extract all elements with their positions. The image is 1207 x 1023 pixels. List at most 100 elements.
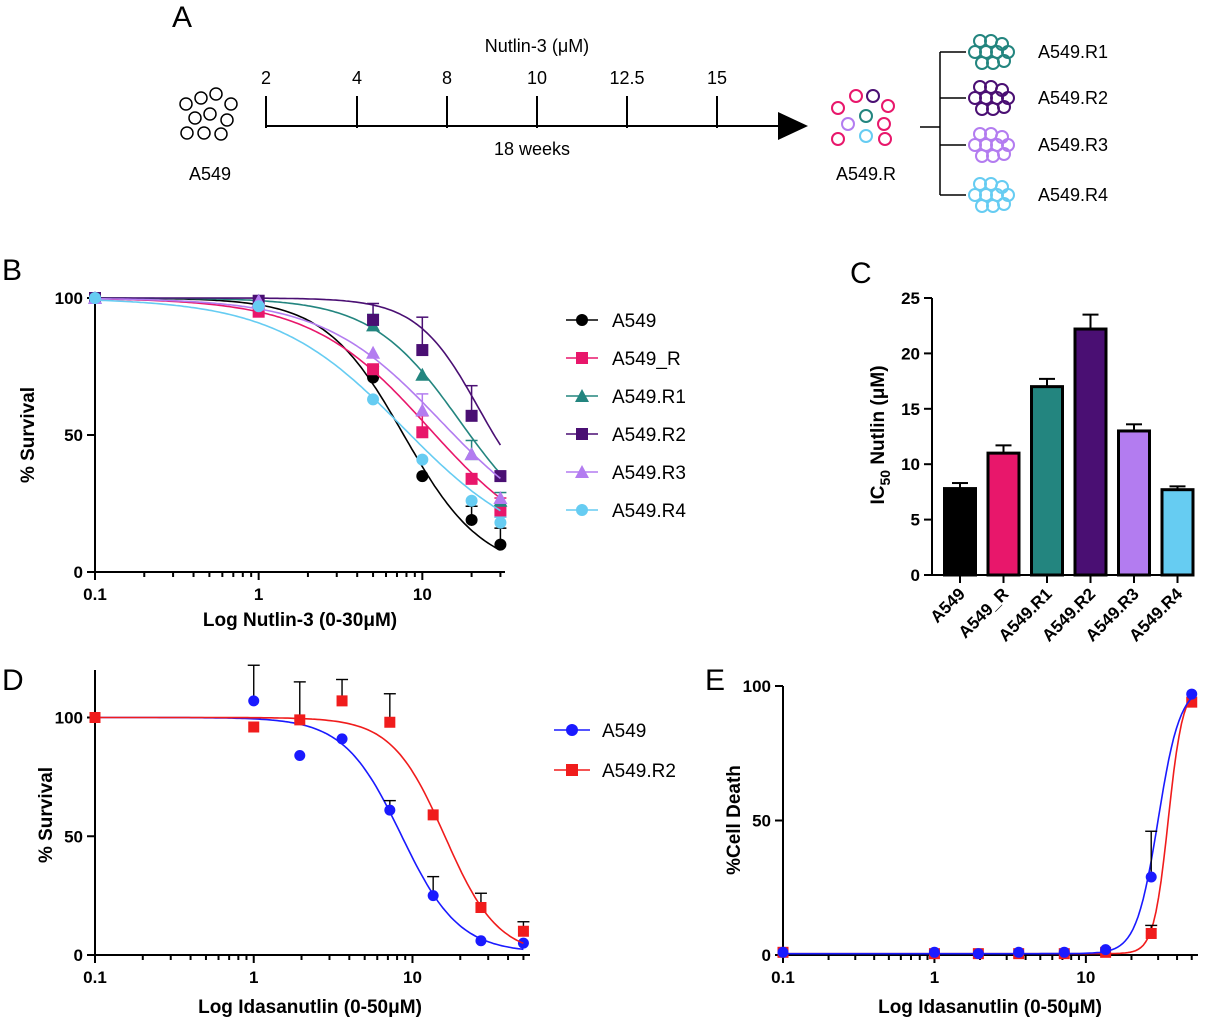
data-point (89, 292, 101, 304)
timeline-dose-label: 10 (527, 68, 547, 88)
y-axis-title: % Survival (36, 767, 57, 863)
data-point (464, 447, 479, 461)
data-point (1145, 871, 1157, 883)
y-tick-label: 50 (64, 426, 83, 445)
clone-cell-icon (997, 197, 1011, 211)
cell-icon (179, 97, 193, 111)
data-point (294, 750, 306, 761)
y-tick-label: 100 (743, 677, 771, 696)
cell-icon (881, 99, 895, 113)
x-tick-label: 10 (403, 968, 422, 987)
clone-label: A549.R3 (1038, 135, 1108, 155)
cell-icon (220, 113, 234, 127)
data-point (427, 890, 439, 902)
data-point (366, 345, 381, 359)
legend-label: A549 (612, 311, 656, 332)
legend-label: A549 (602, 721, 646, 742)
parent-cell-label: A549 (189, 164, 231, 184)
timeline-dose-label: 15 (707, 68, 727, 88)
data-point (294, 714, 306, 726)
data-point (415, 367, 430, 381)
data-point (1186, 688, 1198, 700)
fit-curve (95, 716, 524, 951)
panel-label-d: D (2, 664, 24, 697)
y-axis-title: % Survival (18, 387, 39, 483)
clone-label: A549.R1 (1038, 42, 1108, 62)
x-axis-title: Log Idasanutlin (0-50μM) (198, 997, 422, 1018)
timeline-dose-label: 4 (352, 68, 362, 88)
data-point (517, 925, 529, 937)
cell-icon (203, 107, 217, 121)
data-point (494, 516, 507, 529)
data-point (415, 403, 430, 417)
bar (986, 451, 1021, 577)
data-point (384, 804, 396, 816)
fit-curve (94, 299, 501, 512)
y-tick-label: 10 (901, 455, 920, 474)
legend-label: A549.R2 (602, 761, 676, 782)
cell-icon (224, 97, 238, 111)
timeline-dose-label: 2 (261, 68, 271, 88)
data-point (89, 712, 101, 723)
y-tick-label: 20 (901, 344, 920, 363)
legend-label: A549.R1 (612, 387, 686, 408)
data-point (465, 409, 478, 422)
data-point (416, 470, 429, 483)
y-tick-label: 0 (74, 946, 83, 965)
timeline-title: Nutlin-3 (μM) (485, 36, 589, 56)
clone-label: A549.R4 (1038, 185, 1108, 205)
fit-curve (783, 695, 1193, 955)
timeline-dose-label: 8 (442, 68, 452, 88)
series-a549-r4 (89, 292, 507, 529)
clone-label: A549.R2 (1038, 88, 1108, 108)
data-point (493, 491, 508, 505)
clone-cell-icon (1001, 45, 1015, 59)
data-point (494, 505, 507, 518)
data-point (928, 946, 940, 958)
y-tick-label: 100 (55, 289, 83, 308)
data-point (576, 428, 588, 440)
y-tick-label: 100 (55, 709, 83, 728)
pool-cell-label: A549.R (836, 164, 896, 184)
data-point (416, 344, 429, 357)
x-axis-title: Log Nutlin-3 (0-30μM) (203, 610, 397, 631)
x-tick-label: 10 (1076, 968, 1095, 987)
panel-label-b: B (2, 254, 22, 287)
cell-icon (841, 117, 855, 131)
cell-icon (194, 91, 208, 105)
fit-curve (94, 298, 501, 499)
data-point (465, 494, 478, 507)
legend-label: A549.R3 (612, 463, 686, 484)
cell-icon (859, 129, 873, 143)
x-axis-title: Log Idasanutlin (0-50μM) (878, 997, 1102, 1018)
fit-curve (95, 297, 502, 475)
y-axis-title: %Cell Death (724, 765, 745, 875)
cell-icon (849, 89, 863, 103)
clone-cell-icon (1001, 91, 1015, 105)
data-point (576, 504, 588, 516)
clone-cell-icon (997, 147, 1011, 161)
y-tick-label: 25 (901, 289, 920, 308)
panel-label-e: E (705, 664, 725, 697)
data-point (252, 300, 265, 313)
series-a549 (777, 688, 1198, 960)
bar (1160, 488, 1195, 577)
data-point (575, 465, 589, 478)
fit-curve (95, 297, 502, 446)
cell-icon (831, 132, 845, 146)
data-point (367, 363, 380, 376)
series-a549 (89, 292, 507, 551)
cell-icon (877, 117, 891, 131)
timeline-schematic: Nutlin-3 (μM) 18 weeks A549 A549.R 2 4 8 10… (179, 34, 1108, 213)
cell-icon (214, 127, 228, 141)
data-point (367, 393, 380, 406)
cell-icon (180, 126, 194, 140)
bar (1030, 385, 1064, 577)
data-point (248, 721, 260, 733)
x-tick-label: 0.1 (771, 968, 795, 987)
y-tick-label: 15 (901, 400, 920, 419)
data-point (1013, 946, 1025, 958)
data-point (494, 470, 507, 483)
data-point (1100, 944, 1112, 956)
